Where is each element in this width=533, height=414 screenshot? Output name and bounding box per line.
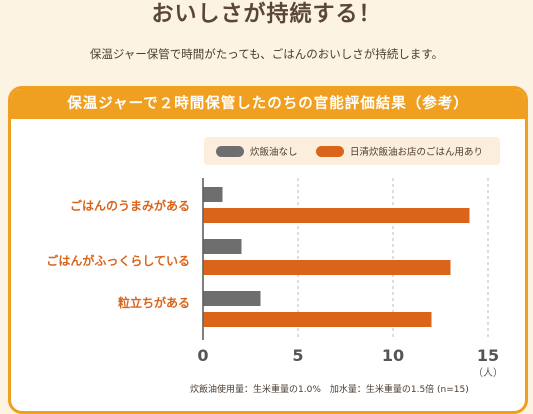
headline: おいしさが持続する！ <box>151 2 382 27</box>
bar-no-oil-1 <box>203 239 242 254</box>
legend-label-no-oil: 炊飯油なし <box>250 147 298 158</box>
category-label-grain: 粒立ちがある <box>117 296 190 310</box>
x-unit-label: （人） <box>473 367 503 379</box>
category-label-fluffy: ごはんがふっくらしている <box>46 254 190 268</box>
bar-no-oil-2 <box>203 291 261 306</box>
bar-no-oil-0 <box>203 187 223 202</box>
x-tick-label: 5 <box>292 346 303 365</box>
category-label-umami: ごはんのうまみがある <box>69 199 190 213</box>
subline: 保温ジャー保管で時間がたっても、ごはんのおいしさが持続します。 <box>89 47 444 61</box>
footnote: 炊飯油使用量：生米重量の1.0% 加水量：生米重量の1.5倍 (n=15) <box>190 385 469 395</box>
legend-item-with-oil: 日清炊飯油お店のごはん用あり <box>316 137 483 165</box>
x-tick-label: 10 <box>382 346 404 365</box>
bar-with-oil-2 <box>203 312 432 327</box>
legend-item-no-oil: 炊飯油なし <box>216 137 298 165</box>
legend-label-with-oil: 日清炊飯油お店のごはん用あり <box>350 147 484 158</box>
chart-legend: 炊飯油なし 日清炊飯油お店のごはん用あり <box>204 137 500 165</box>
bar-with-oil-1 <box>203 260 451 275</box>
bar-with-oil-0 <box>203 208 470 223</box>
card-title: 保温ジャーで２時間保管したのちの官能評価結果（参考） <box>11 89 525 119</box>
legend-swatch-orange <box>316 145 344 157</box>
legend-swatch-gray <box>216 145 244 157</box>
x-tick-label: 15 <box>477 346 499 365</box>
x-tick-label: 0 <box>197 346 208 365</box>
